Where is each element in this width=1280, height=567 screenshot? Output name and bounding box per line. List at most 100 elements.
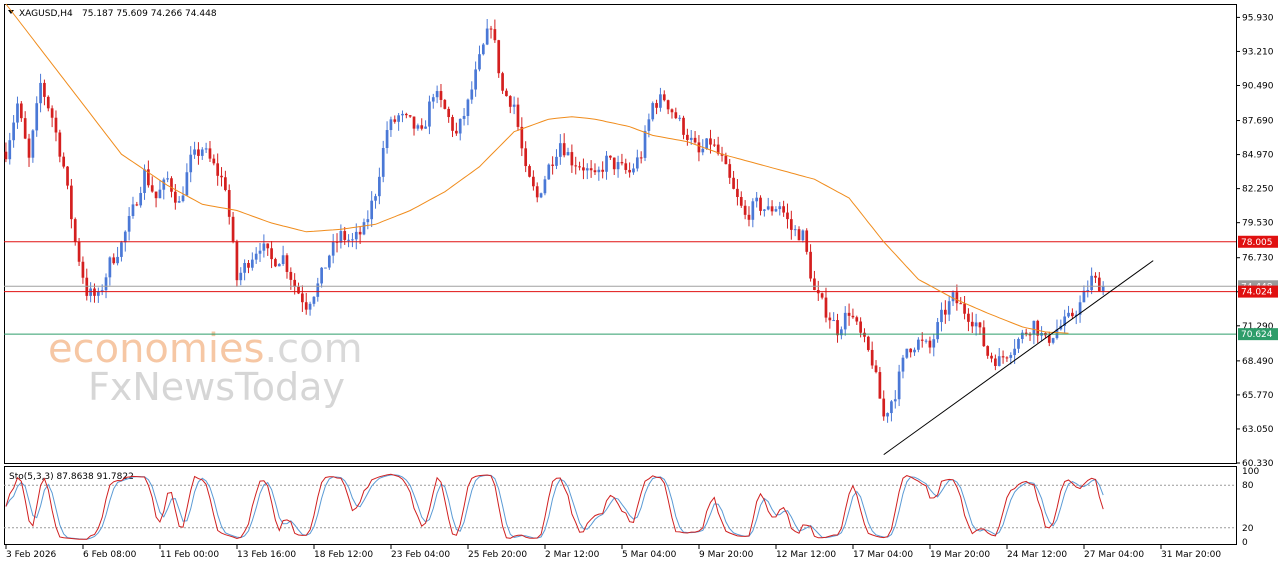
candle bbox=[243, 259, 246, 281]
candle bbox=[393, 115, 397, 124]
candle bbox=[408, 115, 412, 118]
candle bbox=[724, 152, 728, 165]
level-price-tag: 70.624 bbox=[1238, 328, 1278, 341]
candle bbox=[747, 206, 751, 227]
candle bbox=[274, 257, 277, 268]
candle bbox=[428, 95, 431, 135]
time-tick-label: 25 Feb 20:00 bbox=[468, 550, 527, 560]
candle bbox=[158, 180, 162, 199]
time-tick-label: 6 Feb 08:00 bbox=[83, 550, 137, 560]
price-axis[interactable]: 95.930 93.210 90.490 87.690 84.970 82.250 79.5… bbox=[1236, 13, 1278, 469]
candle bbox=[474, 61, 477, 97]
candle bbox=[974, 313, 978, 336]
candle bbox=[1024, 328, 1028, 337]
stochastic-tick-label: 80 bbox=[1242, 481, 1254, 491]
candle bbox=[212, 154, 216, 166]
candle bbox=[566, 147, 570, 156]
candle bbox=[963, 296, 966, 320]
candle bbox=[997, 347, 1001, 367]
candle bbox=[258, 242, 262, 262]
time-tick-label: 11 Feb 00:00 bbox=[160, 550, 219, 560]
candle bbox=[1020, 329, 1024, 344]
overlays-layer bbox=[4, 3, 1236, 456]
candle bbox=[686, 128, 689, 146]
candle bbox=[547, 163, 551, 180]
candle bbox=[605, 151, 608, 180]
candle bbox=[389, 116, 393, 137]
candle bbox=[308, 301, 312, 316]
candle bbox=[204, 142, 208, 153]
price-tick-label: 93.210 bbox=[1242, 47, 1274, 57]
candle bbox=[543, 175, 547, 196]
candle bbox=[27, 133, 31, 167]
time-tick-label: 13 Feb 16:00 bbox=[237, 550, 296, 560]
candle bbox=[970, 312, 974, 334]
candle bbox=[905, 348, 909, 359]
candle bbox=[813, 270, 816, 291]
candle bbox=[535, 182, 539, 203]
stochastic-tick-label: 0 bbox=[1242, 538, 1248, 548]
candle bbox=[508, 95, 512, 114]
candle bbox=[270, 241, 273, 269]
candle bbox=[358, 226, 362, 244]
candle bbox=[574, 156, 578, 175]
candle bbox=[324, 267, 327, 269]
candle bbox=[401, 110, 404, 123]
candle bbox=[897, 364, 901, 407]
svg-text:74.024: 74.024 bbox=[1241, 288, 1273, 298]
candle bbox=[131, 196, 135, 219]
level-price-tag: 74.024 bbox=[1238, 285, 1278, 298]
candle bbox=[447, 106, 451, 123]
candle bbox=[481, 42, 485, 56]
candle bbox=[505, 88, 508, 97]
candle bbox=[478, 45, 481, 72]
candle bbox=[96, 287, 100, 303]
candle bbox=[73, 217, 77, 246]
ascending-trendline[interactable] bbox=[883, 260, 1154, 456]
candle bbox=[840, 326, 843, 340]
candle bbox=[385, 121, 389, 154]
time-tick-label: 24 Mar 12:00 bbox=[1007, 550, 1067, 560]
candle bbox=[123, 230, 127, 252]
candle bbox=[643, 125, 647, 162]
candle bbox=[913, 347, 916, 356]
level-price-tag: 78.005 bbox=[1238, 235, 1278, 248]
candle bbox=[378, 167, 381, 205]
candle bbox=[551, 156, 554, 175]
candle bbox=[8, 132, 12, 165]
candle bbox=[528, 164, 531, 178]
candle bbox=[443, 98, 447, 110]
candle bbox=[994, 354, 997, 371]
candle bbox=[77, 237, 81, 267]
candle bbox=[70, 178, 73, 229]
candle bbox=[58, 129, 62, 163]
candle bbox=[16, 96, 19, 129]
time-tick-label: 5 Mar 04:00 bbox=[622, 550, 677, 560]
candle bbox=[1101, 281, 1105, 296]
candle bbox=[247, 260, 250, 274]
candle bbox=[582, 158, 585, 180]
candle bbox=[497, 39, 501, 78]
time-axis[interactable]: 3 Feb 2026 6 Feb 08:00 11 Feb 00:00 13 Feb … bbox=[5, 545, 1221, 560]
candle bbox=[81, 256, 85, 284]
candle bbox=[763, 208, 766, 217]
candle bbox=[347, 234, 350, 248]
candle bbox=[855, 315, 859, 325]
candle bbox=[732, 170, 735, 190]
candle bbox=[978, 321, 982, 335]
price-tick-label: 63.050 bbox=[1242, 425, 1274, 435]
candle bbox=[920, 332, 924, 348]
watermark: economies.com FxNewsToday bbox=[48, 326, 363, 409]
time-tick-label: 17 Mar 04:00 bbox=[853, 550, 913, 560]
candle bbox=[139, 186, 143, 208]
candle bbox=[285, 253, 289, 279]
candle bbox=[1032, 320, 1036, 345]
symbol-label: XAGUSD,H4 bbox=[19, 9, 73, 19]
chart-header[interactable]: XAGUSD,H4 75.187 75.609 74.266 74.448 bbox=[8, 9, 217, 19]
candle bbox=[843, 306, 847, 336]
candle bbox=[227, 184, 231, 225]
candle bbox=[524, 141, 528, 173]
dropdown-triangle-icon[interactable] bbox=[8, 10, 14, 14]
